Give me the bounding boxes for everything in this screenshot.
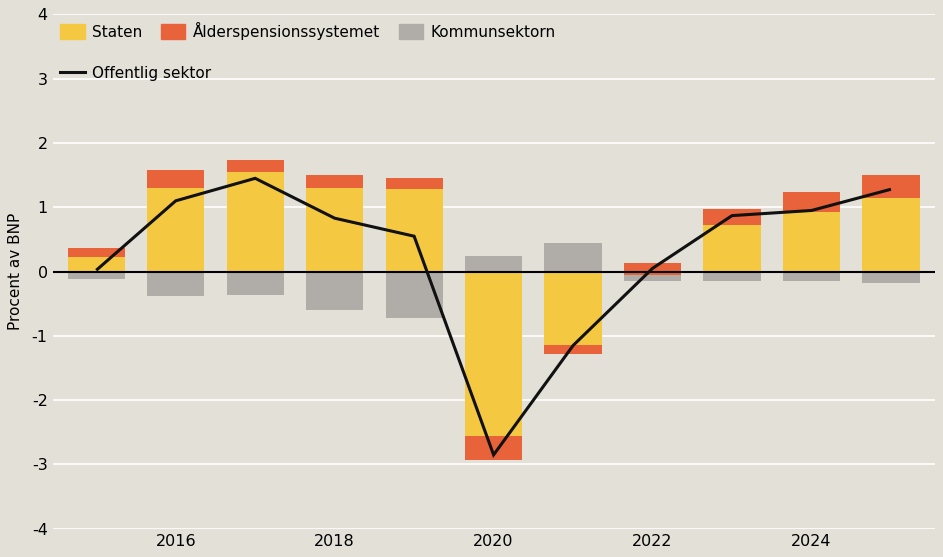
Bar [386, 178, 442, 189]
Bar [147, 272, 205, 296]
Bar [703, 209, 761, 225]
Bar [226, 272, 284, 295]
Bar [147, 170, 205, 188]
Bar [386, 272, 442, 318]
Bar [386, 189, 442, 272]
Bar [306, 175, 363, 188]
Bar [68, 257, 124, 272]
Bar [703, 225, 761, 272]
Bar [68, 248, 124, 257]
Bar [703, 272, 761, 281]
Bar [783, 272, 840, 281]
Y-axis label: Procent av BNP: Procent av BNP [8, 213, 24, 330]
Bar [68, 272, 124, 279]
Bar [465, 256, 522, 272]
Bar [862, 198, 919, 272]
Bar [624, 272, 681, 275]
Bar [544, 345, 602, 354]
Bar [544, 243, 602, 272]
Bar [783, 192, 840, 212]
Bar [306, 188, 363, 272]
Bar [465, 272, 522, 436]
Legend: Offentlig sektor: Offentlig sektor [60, 66, 211, 81]
Bar [783, 212, 840, 272]
Bar [544, 272, 602, 354]
Bar [226, 160, 284, 172]
Bar [306, 272, 363, 310]
Bar [624, 263, 681, 275]
Bar [147, 188, 205, 272]
Bar [465, 436, 522, 460]
Bar [226, 172, 284, 272]
Bar [862, 175, 919, 198]
Bar [862, 272, 919, 283]
Bar [624, 272, 681, 281]
